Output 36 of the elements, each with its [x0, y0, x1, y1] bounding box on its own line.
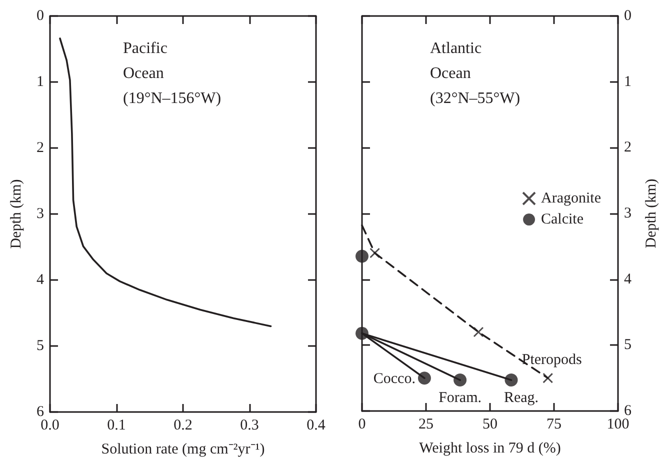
x-tick-label: 0.3 — [240, 418, 259, 434]
annotation: Reag. — [504, 390, 539, 406]
y-tick-label: 5 — [624, 337, 632, 354]
y-tick-label: 1 — [624, 74, 632, 90]
annotation: Pacific Ocean (19°N–156°W) — [123, 40, 222, 107]
x-tick-label: 0.0 — [40, 418, 60, 434]
y-tick-label: 2 — [36, 140, 44, 156]
x-tick-label: 25 — [418, 416, 434, 432]
annotation: Cocco. — [373, 371, 416, 388]
y-tick-label: 3 — [624, 206, 632, 222]
y-tick-label: 1 — [36, 74, 44, 90]
y-tick-label: 3 — [36, 206, 44, 222]
y-tick-label: 6 — [36, 404, 44, 420]
y-axis-title: Depth (km) — [644, 178, 660, 248]
x-tick-label: 0.1 — [107, 418, 126, 434]
annotation: Atlantic Ocean (32°N–55°W) — [430, 40, 520, 107]
x-tick-label: 75 — [546, 416, 562, 432]
y-tick-label: 0 — [624, 8, 632, 24]
y-tick-label: 4 — [624, 271, 632, 288]
annotation: Pteropods — [522, 352, 582, 368]
y-tick-label: 5 — [36, 338, 44, 354]
y-tick-label: 0 — [36, 8, 44, 24]
legend-label: Calcite — [541, 212, 584, 228]
x-tick-label: 0 — [358, 416, 366, 432]
x-tick-label: 0.2 — [174, 418, 192, 434]
x-axis-title: Solution rate (mg cm⁻²yr⁻¹) — [101, 442, 265, 458]
x-axis-title: Weight loss in 79 d (%) — [419, 440, 561, 456]
legend-label: Aragonite — [541, 190, 602, 206]
y-tick-label: 4 — [36, 272, 44, 288]
x-tick-label: 100 — [606, 416, 630, 432]
y-tick-label: 6 — [624, 403, 632, 419]
x-tick-label: 50 — [482, 416, 498, 432]
annotation: Foram. — [438, 390, 482, 406]
x-tick-label: 0.4 — [306, 418, 326, 434]
y-tick-label: 2 — [624, 140, 632, 156]
y-axis-title: Depth (km) — [8, 179, 24, 249]
